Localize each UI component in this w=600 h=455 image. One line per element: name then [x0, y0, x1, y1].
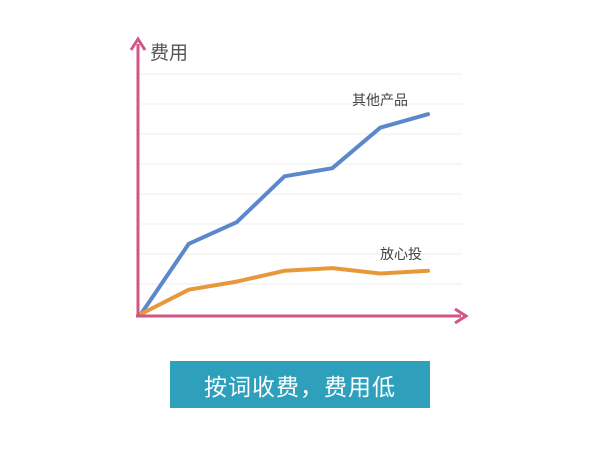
x-axis-arrow — [454, 307, 469, 325]
series-label-fangxin-tou: 放心投 — [380, 247, 422, 263]
series-line-fangxin-tou — [139, 266, 430, 316]
gridlines — [141, 73, 462, 285]
y-axis-arrow — [129, 36, 147, 51]
series-group — [139, 112, 430, 316]
series-label-other-products: 其他产品 — [352, 93, 408, 109]
series-line-other-products — [139, 112, 430, 316]
y-axis-label: 费用 — [150, 42, 188, 64]
caption-text: 按词收费，费用低 — [204, 374, 396, 401]
caption-banner: 按词收费，费用低 — [170, 361, 430, 408]
